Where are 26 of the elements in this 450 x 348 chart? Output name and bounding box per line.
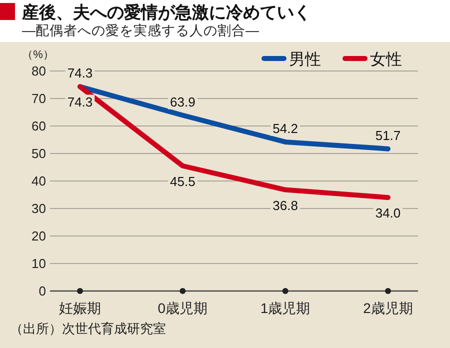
label: 54.2 [270,120,300,136]
y-tick-label: 70 [32,91,46,106]
label: 34.0 [373,206,403,220]
y-tick-label: 60 [32,118,46,134]
y-tick-label: 10 [32,256,46,271]
x-tick-label: 0歳児期 [158,300,208,316]
y-axis-title: （%） [22,49,54,61]
x-tick-label: 2歳児期 [363,300,413,316]
x-tick-label: 妊娠期 [59,300,101,316]
y-tick-label: 50 [32,146,46,161]
label: 51.7 [373,128,403,143]
chart-title: 産後、夫への愛情が急激に冷めていく [21,3,311,22]
label: 63.9 [168,94,198,110]
label: 74.3 [65,94,95,110]
x-tick-label: 1歳児期 [260,300,310,316]
label: 74.3 [65,66,95,81]
legend-label: 女性 [370,52,402,68]
text: （出所）次世代育成研究室 [10,321,166,336]
chart-subtitle: —配偶者への愛を実感する人の割合— [22,23,260,38]
y-tick-label: 40 [32,174,46,188]
y-tick-label: 20 [32,228,46,244]
y-tick-label: 80 [32,64,46,78]
label: 36.8 [270,198,300,213]
legend-label: 男性 [289,52,321,68]
y-tick-label: 30 [32,201,46,216]
y-tick-label: 0 [38,284,46,298]
